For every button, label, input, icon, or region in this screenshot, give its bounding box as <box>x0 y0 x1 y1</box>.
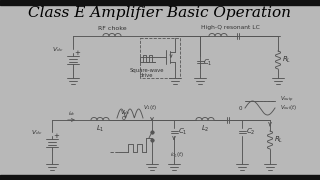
Text: 0: 0 <box>238 105 242 111</box>
Text: $V_1(t)$: $V_1(t)$ <box>143 103 157 112</box>
Bar <box>0 175 320 180</box>
Text: +: + <box>53 133 59 139</box>
Text: $C_1$: $C_1$ <box>178 127 188 137</box>
Text: $L_1$: $L_1$ <box>96 124 104 134</box>
Text: $C_2$: $C_2$ <box>246 127 256 137</box>
Text: $V_{outp}$: $V_{outp}$ <box>280 95 294 105</box>
Text: Class E Amplifier Basic Operation: Class E Amplifier Basic Operation <box>28 6 292 20</box>
Text: +: + <box>74 50 80 56</box>
Text: $R_L$: $R_L$ <box>282 55 292 65</box>
Text: $L_2$: $L_2$ <box>201 124 209 134</box>
Text: $V_{dc}$: $V_{dc}$ <box>120 109 130 118</box>
Text: RF choke: RF choke <box>98 26 126 30</box>
Text: $i_{C_1}(t)$: $i_{C_1}(t)$ <box>170 150 184 160</box>
Text: $C_1$: $C_1$ <box>203 58 213 68</box>
Text: 0: 0 <box>122 116 126 122</box>
Bar <box>140 38 180 78</box>
Text: $V_{out}(t)$: $V_{out}(t)$ <box>280 102 298 111</box>
Text: $V_{dc}$: $V_{dc}$ <box>31 129 42 138</box>
Text: High-Q resonant LC: High-Q resonant LC <box>201 24 260 30</box>
Text: $V_{dc}$: $V_{dc}$ <box>52 46 63 54</box>
Text: $R_L$: $R_L$ <box>274 135 284 145</box>
Text: $i_{dc}$: $i_{dc}$ <box>68 110 76 118</box>
Text: Square-wave
drive: Square-wave drive <box>130 68 164 78</box>
Bar <box>0 0 320 5</box>
